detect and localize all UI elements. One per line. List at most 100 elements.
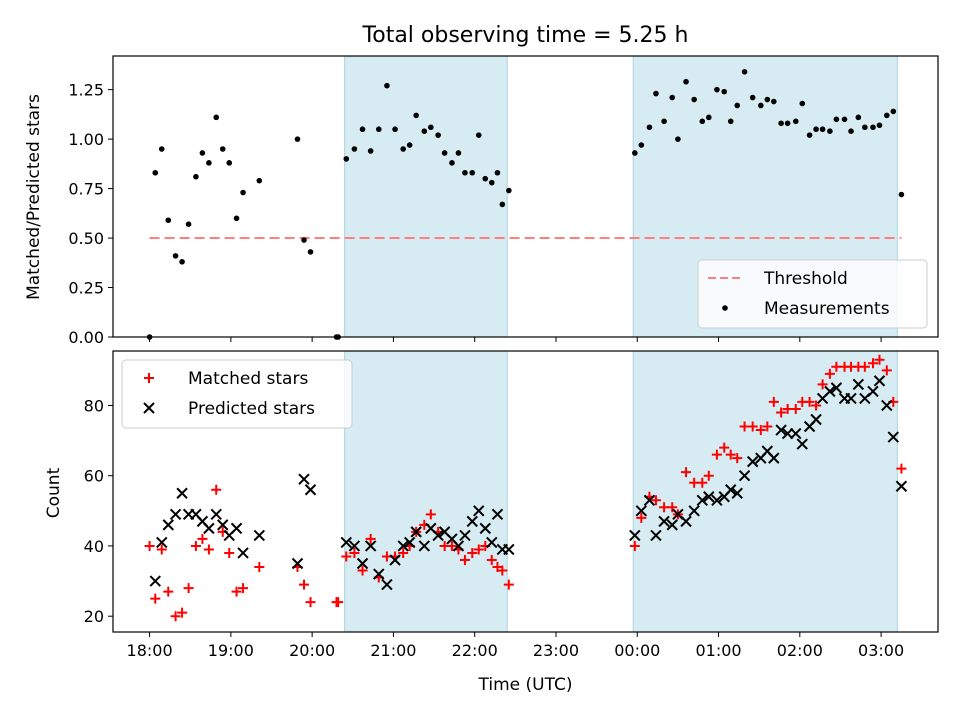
bottom-series-1-point	[217, 519, 229, 531]
bottom-panel: 20 40 60 80 18:00 19:00 20:00 21:00 22:00 23:00 00…	[84, 350, 939, 660]
bottom-series-1-point	[796, 438, 808, 450]
bottom-series-0-point	[425, 509, 436, 520]
bottom-legend-label: Matched stars	[188, 369, 308, 389]
top-series-0-point	[799, 100, 806, 107]
bottom-series-0-point	[755, 425, 766, 436]
top-series-0-point	[179, 259, 185, 265]
top-series-0-point	[638, 142, 645, 148]
bottom-series-1-point	[658, 515, 670, 528]
top-series-0-point	[343, 156, 350, 162]
bottom-x-tick-label: 19:00	[208, 641, 254, 660]
bottom-series-0-point	[790, 403, 801, 414]
top-series-0-point	[841, 116, 848, 123]
bottom-x-tick-label: 01:00	[695, 641, 741, 660]
top-series-0-point	[669, 94, 676, 101]
bottom-series-1-point	[473, 505, 485, 517]
top-series-0-point	[193, 173, 199, 180]
bottom-series-1-point	[824, 385, 836, 398]
bottom-y-tick-label: 40	[84, 537, 104, 556]
top-series-0-point	[367, 148, 374, 154]
top-series-0-point	[428, 124, 434, 131]
bottom-series-1-point	[381, 578, 393, 591]
top-series-0-point	[675, 136, 681, 142]
top-series-0-point	[421, 128, 428, 134]
bottom-series-0-point	[170, 611, 181, 622]
bottom-series-1-point	[830, 382, 843, 394]
bottom-series-0-point	[238, 583, 249, 594]
bottom-x-tick-label: 02:00	[777, 641, 823, 660]
top-series-0-point	[749, 94, 756, 101]
bottom-series-1-point	[703, 491, 715, 503]
bottom-series-1-point	[711, 494, 723, 506]
bottom-frame	[112, 350, 939, 633]
bottom-series-0-point	[732, 453, 743, 464]
bottom-series-0-point	[711, 449, 722, 460]
bottom-series-0-point	[817, 379, 828, 390]
bottom-series-1-point	[149, 575, 161, 587]
bottom-series-0-point	[459, 554, 470, 565]
top-series-0-point	[819, 126, 826, 133]
top-series-0-point	[294, 136, 301, 142]
bottom-legend-x-swatch	[143, 402, 155, 414]
top-series-0-point	[219, 146, 226, 152]
top-series-0-point	[455, 150, 462, 156]
bottom-series-1-point	[340, 536, 352, 549]
bottom-series-0-point	[725, 449, 736, 460]
bottom-series-1-point	[746, 455, 759, 468]
bottom-series-0-point	[473, 544, 484, 555]
top-series-0-point	[233, 215, 240, 222]
top-series-0-point	[862, 124, 868, 131]
bottom-series-1-point	[403, 536, 416, 549]
bottom-series-0-point	[768, 396, 779, 407]
bottom-series-1-point	[629, 529, 641, 542]
top-series-0-point	[683, 78, 689, 85]
bottom-legend-box	[121, 359, 353, 429]
bottom-series-1-point	[486, 536, 498, 549]
bottom-series-0-point	[467, 547, 478, 558]
top-series-0-point	[462, 169, 468, 176]
bottom-series-0-point	[896, 463, 907, 474]
bottom-series-0-point	[776, 407, 787, 418]
top-series-0-point	[475, 132, 482, 138]
bottom-series-0-point	[629, 540, 640, 551]
top-series-0-point	[499, 201, 506, 208]
bottom-series-1-point	[479, 522, 491, 535]
top-series-0-point	[392, 126, 398, 133]
top-series-0-point	[435, 132, 441, 138]
top-y-tick-label: 0.75	[68, 180, 104, 199]
top-series-0-point	[734, 102, 741, 109]
top-series-0-point	[870, 124, 876, 131]
top-series-0-point	[301, 237, 307, 243]
top-series-0-point	[792, 118, 799, 125]
bottom-legend-label: Predicted stars	[188, 399, 315, 419]
bottom-series-1-point	[895, 480, 908, 492]
bottom-x-tick-label: 18:00	[127, 641, 173, 660]
top-series-0-point	[206, 160, 212, 166]
bottom-series-1-point	[176, 487, 188, 499]
bottom-series-1-point	[650, 529, 662, 542]
bottom-x-tick-label: 23:00	[533, 641, 579, 660]
top-series-0-point	[240, 189, 246, 196]
top-legend-label: Threshold	[763, 269, 848, 289]
top-y-tick-label: 0.25	[68, 279, 104, 298]
top-series-0-point	[699, 118, 706, 125]
bottom-series-1-point	[364, 540, 377, 552]
bottom-series-1-point	[643, 494, 656, 506]
top-chart-ylabel: Matched/Predicted stars	[24, 94, 44, 300]
bottom-series-0-point	[211, 484, 222, 495]
top-y-tick-label: 0.50	[68, 229, 104, 248]
top-series-0-point	[661, 118, 667, 125]
top-series-0-point	[778, 120, 784, 127]
top-series-0-point	[727, 118, 734, 125]
top-series-0-point	[406, 142, 413, 148]
bottom-series-0-point	[183, 583, 194, 594]
top-series-0-point	[714, 86, 720, 93]
bottom-series-1-point	[459, 529, 471, 542]
top-series-0-point	[256, 177, 263, 184]
bottom-chart-ylabel: Count	[44, 467, 64, 518]
top-series-0-point	[199, 150, 206, 156]
bottom-series-0-point	[811, 400, 822, 411]
top-series-0-point	[784, 120, 791, 127]
bottom-series-0-point	[650, 495, 661, 506]
bottom-series-1-point	[503, 543, 515, 556]
